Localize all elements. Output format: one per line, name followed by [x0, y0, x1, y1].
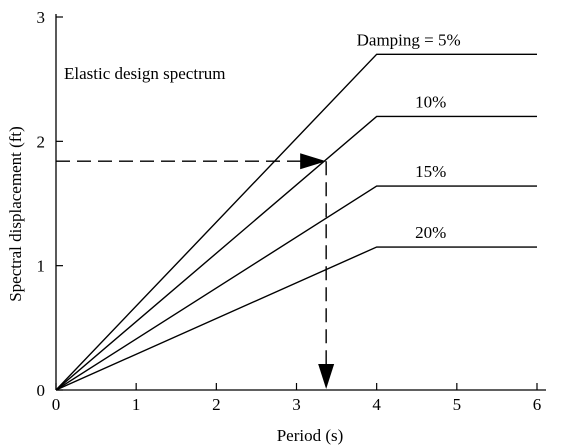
x-tick-label: 1 — [132, 395, 141, 414]
series-line-2 — [55, 185, 537, 391]
series-label-1: 10% — [415, 92, 446, 111]
series-line-3 — [55, 246, 537, 391]
series-label-2: 15% — [415, 162, 446, 181]
series-label-3: 20% — [415, 223, 446, 242]
chart-annotation: Elastic design spectrum — [64, 64, 225, 83]
series-labels: Damping = 5% 10% 15% 20% — [357, 30, 461, 242]
x-tick-label: 3 — [292, 395, 301, 414]
y-tick-label: 3 — [37, 8, 46, 27]
series-line-0 — [55, 53, 537, 391]
plot-area: 0 1 2 3 4 5 6 0 1 2 3 Damping = 5% 10% 15% 20% — [37, 8, 546, 414]
right-arrow — [300, 153, 327, 170]
y-axis-title: Spectral displacement (ft) — [6, 126, 25, 302]
y-tick-label: 2 — [37, 132, 46, 151]
reading-guides — [56, 153, 335, 389]
x-axis-title: Period (s) — [277, 426, 344, 445]
x-tick-label: 0 — [52, 395, 61, 414]
axis-ticks: 0 1 2 3 4 5 6 0 1 2 3 — [37, 8, 542, 414]
y-tick-label: 0 — [37, 381, 46, 400]
down-arrow — [318, 364, 335, 389]
x-tick-label: 2 — [212, 395, 221, 414]
y-tick-label: 1 — [37, 257, 46, 276]
x-tick-label: 5 — [453, 395, 462, 414]
x-tick-label: 6 — [533, 395, 542, 414]
series-label-0: Damping = 5% — [357, 30, 461, 49]
series-line-1 — [55, 115, 537, 391]
x-tick-label: 4 — [372, 395, 381, 414]
series-lines — [55, 53, 537, 391]
